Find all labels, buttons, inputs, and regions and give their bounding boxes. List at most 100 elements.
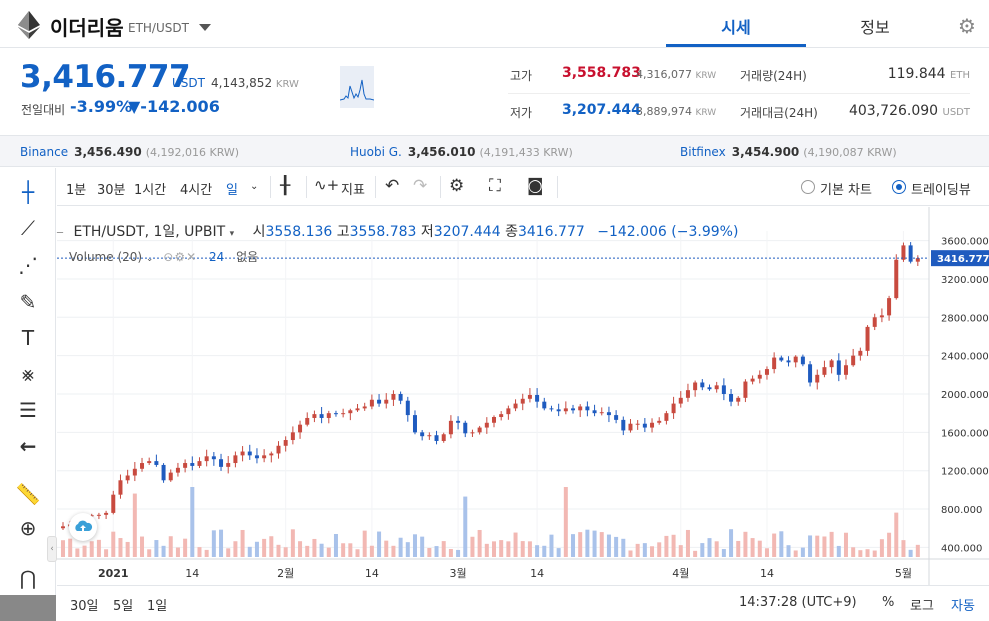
low-label: 저: [420, 224, 434, 240]
interval-1h[interactable]: 1시간: [134, 183, 167, 198]
magnet-icon[interactable]: ⋂: [19, 566, 37, 590]
tab-market[interactable]: 시세: [721, 18, 751, 37]
volume-bar: [800, 547, 805, 557]
change-label: 전일대비: [21, 103, 66, 117]
volume-bar: [477, 529, 482, 557]
interval-dropdown-icon[interactable]: ⌄: [250, 181, 259, 192]
volume-bar: [894, 512, 899, 557]
candle-body: [254, 455, 259, 459]
exchange-binance[interactable]: Binance 3,456.490 (4,192,016 KRW): [20, 145, 239, 159]
candle-body: [398, 394, 403, 401]
volume-bar: [190, 487, 195, 557]
view-trading-radio[interactable]: [892, 180, 906, 194]
volume-bar: [563, 487, 568, 557]
crosshair-icon[interactable]: ┼: [21, 180, 35, 204]
fullscreen-icon[interactable]: ⛶: [489, 176, 501, 196]
volume-bar: [606, 534, 611, 557]
candle-body: [147, 461, 152, 464]
x-tick-label: 4월: [672, 567, 689, 580]
exchange-huobi[interactable]: Huobi G. 3,456.010 (4,191,433 KRW): [350, 145, 573, 159]
volume-bar: [858, 550, 863, 557]
candle-body: [283, 440, 288, 446]
volume-value: 24: [208, 250, 225, 264]
legend-collapse-icon[interactable]: ─: [57, 228, 64, 239]
cloud-save-icon[interactable]: [69, 513, 97, 541]
candle-body: [362, 406, 367, 409]
volume-bar: [463, 496, 468, 557]
interval-1m[interactable]: 1분: [66, 183, 87, 198]
candle-body: [219, 459, 224, 467]
view-basic-label[interactable]: 기본 차트: [820, 183, 872, 198]
prediction-icon[interactable]: ☰: [19, 398, 37, 422]
volume-bar: [355, 549, 360, 557]
undo-icon[interactable]: ↶: [385, 176, 400, 196]
coin-name: 이더리움: [50, 16, 124, 40]
volume-bar: [168, 536, 173, 557]
screenshot-icon[interactable]: ◙: [527, 176, 544, 196]
view-trading-label[interactable]: 트레이딩뷰: [911, 183, 971, 198]
interval-1d[interactable]: 일: [226, 183, 238, 198]
candle-body: [650, 422, 655, 428]
interval-4h[interactable]: 4시간: [180, 183, 213, 198]
tab-info[interactable]: 정보: [860, 18, 890, 37]
exchange-krw: (4,192,016 KRW): [145, 146, 240, 159]
chart-symbol[interactable]: ETH/USDT, 1일, UPBIT: [73, 224, 226, 240]
settings-gear-icon[interactable]: ⚙: [958, 14, 976, 38]
symbol-dropdown-icon[interactable]: ▾: [229, 229, 235, 239]
lock-tool-icon[interactable]: [0, 595, 56, 621]
view-basic-radio[interactable]: [801, 180, 815, 194]
change-amount: ▼-142.006: [128, 97, 220, 116]
candle-body: [262, 455, 267, 459]
volume-bar: [772, 533, 777, 557]
price-chart[interactable]: 3600.000 3200.000 2800.000 2400.000 2000.000…: [57, 207, 989, 621]
indicator-button[interactable]: 지표: [341, 183, 365, 198]
candlestick-chart[interactable]: 3600.000 3200.000 2800.000 2400.000 2000.000…: [57, 207, 989, 585]
text-tool-icon[interactable]: T: [21, 326, 35, 350]
volume-bar: [527, 541, 532, 557]
volume-bar: [750, 538, 755, 557]
volume-bar: [118, 538, 123, 557]
volume-label[interactable]: Volume (20): [69, 250, 143, 264]
brush-icon[interactable]: ✎: [19, 290, 37, 314]
candle-body: [333, 413, 338, 415]
log-toggle[interactable]: 로그: [910, 599, 934, 614]
ruler-icon[interactable]: 📏: [15, 482, 41, 506]
exchange-bitfinex[interactable]: Bitfinex 3,454.900 (4,190,087 KRW): [680, 145, 897, 159]
candle-body: [470, 432, 475, 434]
volume-dropdown-icon[interactable]: ⌄: [145, 254, 154, 264]
volume-bar: [448, 549, 453, 557]
candle-body: [477, 427, 482, 433]
candle-body: [326, 413, 331, 418]
trend-line-icon[interactable]: ⟋: [21, 216, 35, 240]
candle-body: [499, 414, 504, 418]
candle-body: [276, 445, 281, 454]
volume-controls-icon[interactable]: ⊙⚙✕: [163, 250, 198, 264]
indicator-icon[interactable]: ∿+: [314, 176, 340, 194]
volume-bar: [650, 546, 655, 557]
pitchfork-icon[interactable]: ⋰: [18, 253, 38, 277]
back-arrow-icon[interactable]: ←: [19, 434, 37, 458]
pattern-icon[interactable]: ⨳: [21, 362, 35, 386]
candle-body: [628, 423, 633, 431]
volume-bar: [635, 543, 640, 557]
tab-active-indicator: [666, 44, 806, 47]
zoom-in-icon[interactable]: ⊕: [19, 516, 37, 540]
range-30d[interactable]: 30일: [70, 599, 99, 614]
chart-settings-icon[interactable]: ⚙: [449, 176, 465, 196]
coin-select-caret-icon[interactable]: [199, 24, 211, 31]
redo-icon[interactable]: ↷: [413, 176, 428, 196]
clock[interactable]: 14:37:28 (UTC+9): [739, 595, 857, 610]
interval-30m[interactable]: 30분: [97, 183, 126, 198]
volume-bar: [685, 529, 690, 557]
volume-bar: [499, 540, 504, 557]
candle-type-icon[interactable]: ╂: [280, 176, 291, 196]
range-5d[interactable]: 5일: [113, 599, 134, 614]
low-value: 3207.444: [433, 224, 501, 240]
x-tick-label: 14: [530, 567, 544, 580]
percent-toggle[interactable]: %: [882, 595, 895, 610]
collapse-sidebar-icon[interactable]: ‹: [47, 536, 57, 562]
candle-body: [707, 387, 712, 390]
auto-toggle[interactable]: 자동: [951, 599, 975, 614]
turnover-24h-unit: USDT: [942, 107, 970, 118]
range-1d[interactable]: 1일: [147, 599, 168, 614]
